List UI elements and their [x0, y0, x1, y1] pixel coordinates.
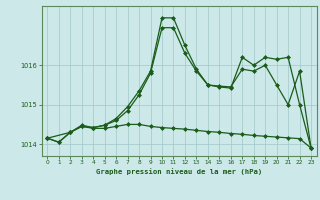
X-axis label: Graphe pression niveau de la mer (hPa): Graphe pression niveau de la mer (hPa)	[96, 168, 262, 175]
